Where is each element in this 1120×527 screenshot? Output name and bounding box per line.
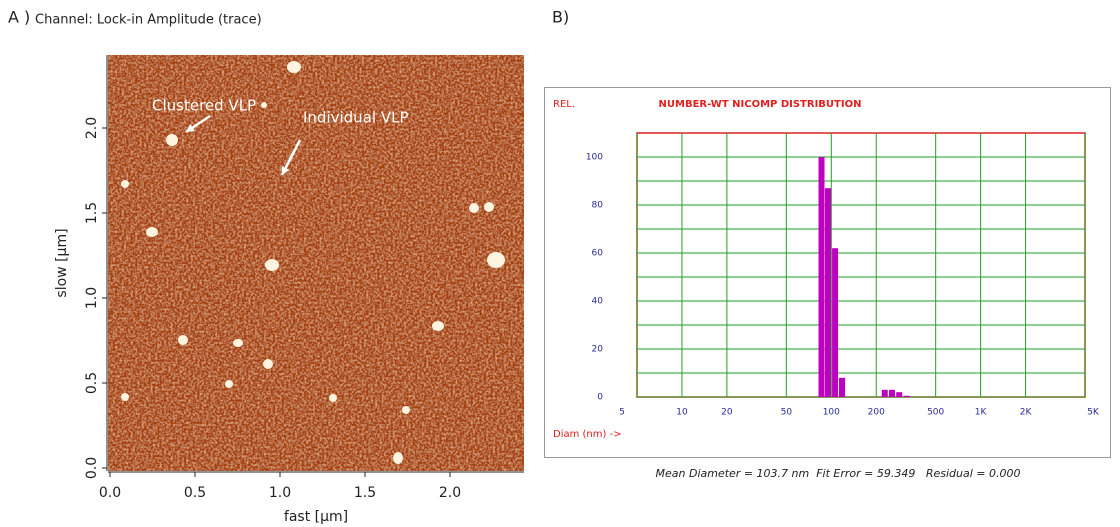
panel-label: A ) [8, 8, 30, 27]
bar [881, 389, 888, 397]
bar [824, 188, 831, 397]
chart-title: Channel: Lock-in Amplitude (trace) [35, 13, 262, 28]
bar [818, 157, 825, 397]
y-tick-label: 2.0 [84, 117, 100, 139]
y-tick-label: 0.0 [84, 457, 100, 479]
y-tick-label: 20 [592, 345, 604, 355]
x-tick-label: 0.5 [184, 485, 206, 501]
y-tick-label: 100 [586, 153, 603, 163]
x-tick-label: 5 [619, 408, 625, 418]
y-tick-label: 40 [592, 297, 604, 307]
annotation: Individual VLP [303, 109, 408, 127]
x-tick-label: 500 [927, 408, 944, 418]
x-tick-label: 20 [721, 408, 733, 418]
bar [832, 248, 839, 397]
x-tick-label: 100 [823, 408, 840, 418]
x-axis-label: Diam (nm) -> [553, 429, 622, 440]
x-tick-label: 50 [781, 408, 793, 418]
x-tick-label: 1.5 [354, 485, 376, 501]
panel-label: B) [552, 8, 569, 27]
x-tick-label: 200 [868, 408, 885, 418]
bar [888, 389, 895, 397]
annotation: Clustered VLP [152, 97, 256, 115]
bar [839, 377, 846, 397]
afm-image [108, 55, 524, 471]
x-tick-label: 1.0 [269, 485, 291, 501]
y-tick-label: 0.5 [84, 372, 100, 394]
caption: Mean Diameter = 103.7 nm Fit Error = 59.… [656, 467, 1021, 480]
y-axis-label: REL. [553, 99, 575, 110]
x-tick-label: 0.0 [99, 485, 121, 501]
bar [903, 395, 910, 397]
bar [896, 392, 903, 397]
particles [121, 61, 505, 464]
y-axis-label: slow [µm] [54, 228, 70, 297]
y-tick-label: 60 [592, 249, 604, 259]
x-axis-label: fast [µm] [284, 509, 348, 525]
x-tick-label: 2.0 [439, 485, 461, 501]
y-tick-label: 1.0 [84, 287, 100, 309]
y-tick-label: 1.5 [84, 202, 100, 224]
x-tick-label: 1K [975, 408, 988, 418]
x-tick-label: 2K [1020, 408, 1033, 418]
x-tick-label: 10 [676, 408, 688, 418]
chart-title: NUMBER-WT NICOMP DISTRIBUTION [659, 99, 862, 110]
annotation-arrowhead [186, 124, 195, 132]
y-tick-label: 80 [592, 201, 604, 211]
x-tick-label: 5K [1087, 408, 1100, 418]
annotation-arrowhead [281, 166, 290, 175]
y-tick-label: 0 [597, 393, 603, 403]
